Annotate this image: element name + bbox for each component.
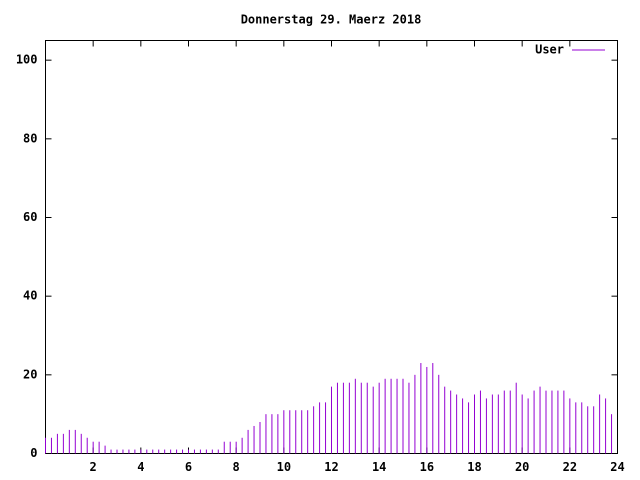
- y-tick-label: 0: [30, 446, 37, 460]
- x-tick-label: 6: [185, 460, 192, 474]
- x-tick-label: 14: [372, 460, 386, 474]
- chart-title: Donnerstag 29. Maerz 2018: [241, 13, 422, 27]
- x-tick-label: 12: [324, 460, 338, 474]
- y-tick-label: 20: [23, 367, 37, 381]
- x-tick-label: 24: [610, 460, 624, 474]
- x-tick-label: 18: [467, 460, 481, 474]
- x-tick-label: 8: [233, 460, 240, 474]
- x-tick-label: 10: [277, 460, 291, 474]
- x-tick-label: 4: [137, 460, 144, 474]
- y-tick-label: 60: [23, 210, 37, 224]
- y-tick-label: 100: [16, 53, 38, 67]
- x-tick-label: 2: [90, 460, 97, 474]
- x-tick-label: 16: [420, 460, 434, 474]
- x-tick-label: 20: [515, 460, 529, 474]
- x-tick-label: 22: [563, 460, 577, 474]
- legend-label: User: [535, 43, 564, 57]
- y-tick-label: 40: [23, 289, 37, 303]
- y-tick-label: 80: [23, 131, 37, 145]
